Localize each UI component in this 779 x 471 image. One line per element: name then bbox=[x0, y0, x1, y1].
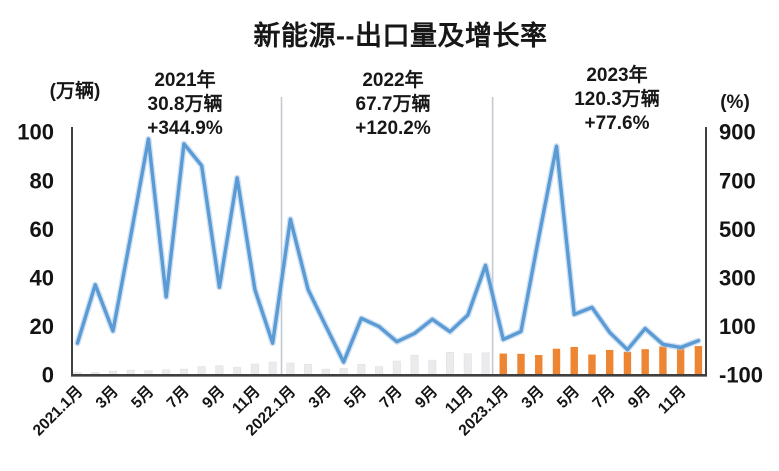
export-bar-2022.2月 bbox=[304, 363, 313, 377]
x-axis-label-9月: 9月 bbox=[198, 382, 228, 412]
x-axis-label-9月: 9月 bbox=[411, 382, 441, 412]
x-axis-label-3月: 3月 bbox=[518, 382, 548, 412]
export-bar-2023.5月 bbox=[570, 346, 578, 376]
left-axis-tick-100: 100 bbox=[17, 120, 54, 145]
export-bar-2022.9月 bbox=[428, 359, 437, 376]
right-axis-tick--100: -100 bbox=[719, 363, 763, 388]
export-bar-2023.7月 bbox=[606, 349, 614, 376]
export-bar-2023.9月 bbox=[641, 349, 649, 376]
x-axis-label-11月: 11月 bbox=[654, 382, 689, 417]
left-axis-tick-40: 40 bbox=[30, 266, 54, 291]
left-axis-unit-label: (万辆) bbox=[49, 81, 101, 102]
export-bar-2023.8月 bbox=[623, 351, 632, 376]
export-bar-2023.6月 bbox=[588, 354, 596, 376]
export-bar-2023.4月 bbox=[552, 348, 561, 376]
right-axis-tick-900: 900 bbox=[719, 120, 756, 145]
export-bar-2022.12月 bbox=[481, 352, 490, 376]
annotation-2021-volume: 30.8万辆 bbox=[147, 94, 223, 115]
export-bar-2023.11月 bbox=[676, 347, 685, 376]
x-axis-label-3月: 3月 bbox=[305, 382, 335, 412]
right-axis-tick-500: 500 bbox=[719, 217, 756, 242]
x-axis-label-7月: 7月 bbox=[376, 382, 406, 412]
annotation-2021-growth: +344.9% bbox=[147, 118, 223, 139]
export-bar-2023.2月 bbox=[517, 353, 525, 376]
annotation-2023: 2023年 120.3万辆 +77.6% bbox=[512, 64, 722, 136]
left-axis-tick-20: 20 bbox=[30, 314, 54, 339]
x-axis-label-2021.1月: 2021.1月 bbox=[29, 382, 86, 439]
x-axis-label-9月: 9月 bbox=[624, 382, 654, 412]
export-bar-2022.5月 bbox=[357, 363, 366, 377]
x-axis-label-5月: 5月 bbox=[553, 382, 583, 412]
export-bar-2023.12月 bbox=[694, 346, 703, 376]
x-axis-label-5月: 5月 bbox=[128, 382, 158, 412]
export-bar-2022.10月 bbox=[446, 352, 455, 376]
export-bar-2022.11月 bbox=[463, 353, 472, 377]
annotation-2023-volume: 120.3万辆 bbox=[574, 89, 660, 110]
export-bar-2023.1月 bbox=[499, 353, 507, 376]
export-bar-2023.10月 bbox=[659, 346, 667, 376]
left-axis-tick-0: 0 bbox=[42, 363, 54, 388]
growth-rate-line bbox=[75, 137, 701, 364]
right-axis-unit-label: (%) bbox=[720, 92, 750, 113]
x-axis-label-5月: 5月 bbox=[340, 382, 370, 412]
annotation-2022-year: 2022年 bbox=[362, 70, 424, 91]
export-bar-2021.11月 bbox=[250, 363, 259, 376]
x-axis-label-7月: 7月 bbox=[163, 382, 193, 412]
x-axis-label-7月: 7月 bbox=[589, 382, 619, 412]
export-bar-2022.7月 bbox=[392, 360, 401, 377]
x-axis-label-3月: 3月 bbox=[92, 382, 122, 412]
annotation-2022-growth: +120.2% bbox=[355, 118, 431, 139]
export-bar-2022.8月 bbox=[410, 354, 419, 377]
left-axis-tick-60: 60 bbox=[30, 217, 54, 242]
export-bar-2021.12月 bbox=[268, 361, 277, 376]
annotation-2021: 2021年 30.8万辆 +344.9% bbox=[80, 69, 290, 141]
annotation-2021-year: 2021年 bbox=[154, 70, 216, 91]
right-axis-tick-700: 700 bbox=[719, 168, 756, 193]
export-bar-2022.1月 bbox=[286, 362, 295, 377]
annotation-2023-growth: +77.6% bbox=[584, 113, 650, 134]
export-bar-2023.3月 bbox=[535, 355, 543, 376]
left-axis-tick-80: 80 bbox=[30, 168, 54, 193]
annotation-2022: 2022年 67.7万辆 +120.2% bbox=[288, 69, 498, 141]
right-axis-tick-300: 300 bbox=[719, 266, 756, 291]
annotation-2023-year: 2023年 bbox=[586, 65, 648, 86]
right-axis-tick-100: 100 bbox=[719, 314, 756, 339]
chart-title: 新能源--出口量及增长率 bbox=[253, 21, 548, 51]
annotation-2022-volume: 67.7万辆 bbox=[355, 94, 431, 115]
